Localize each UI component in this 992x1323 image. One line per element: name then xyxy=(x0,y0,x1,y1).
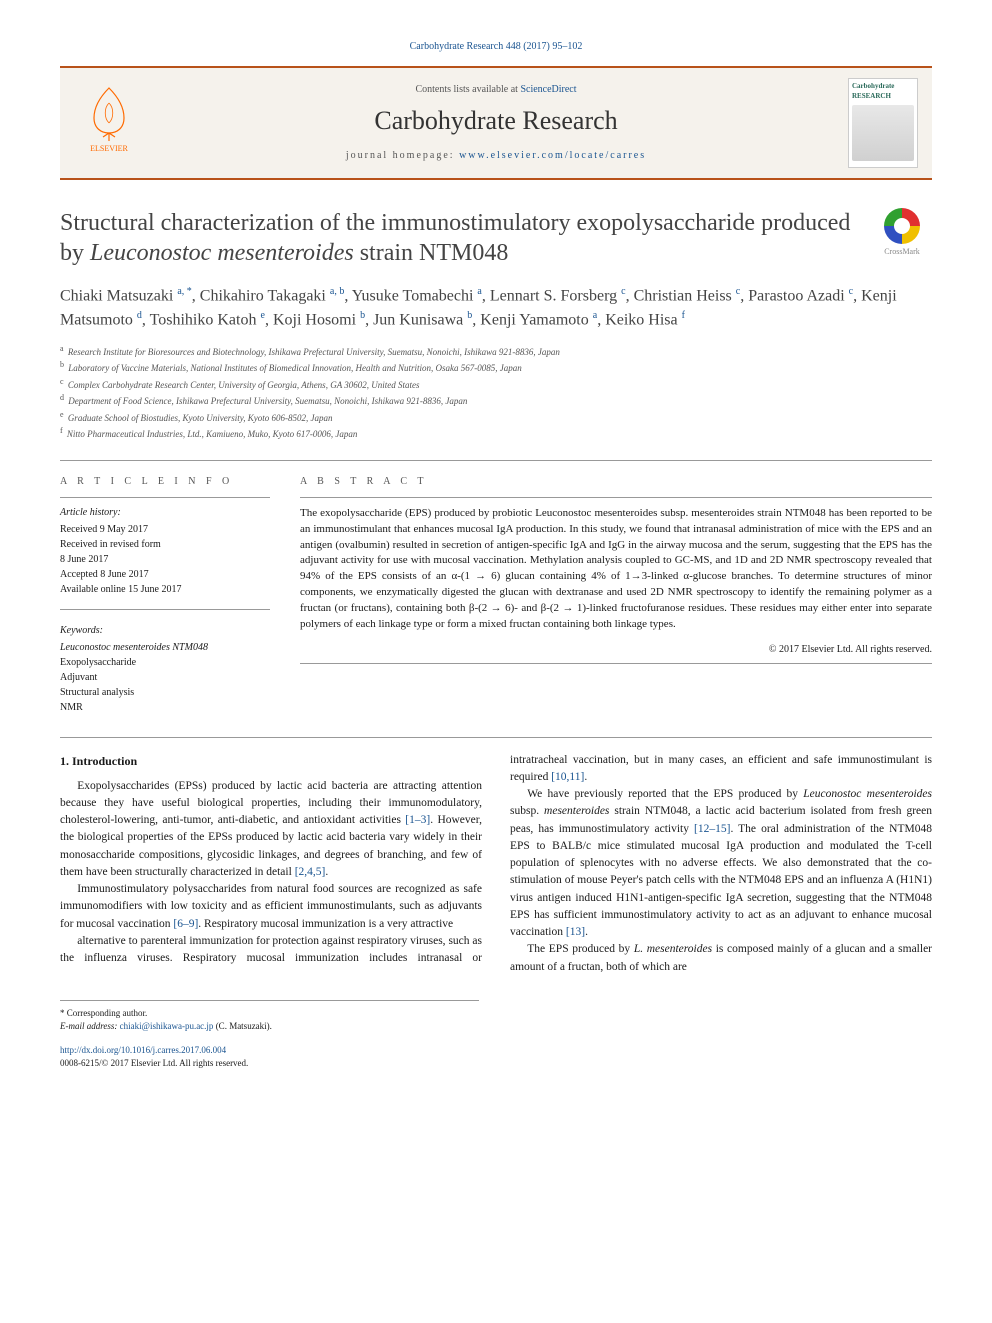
affiliation: f Nitto Pharmaceutical Industries, Ltd.,… xyxy=(60,425,932,442)
affiliation: c Complex Carbohydrate Research Center, … xyxy=(60,376,932,393)
email-label: E-mail address: xyxy=(60,1021,120,1031)
elsevier-tree-icon xyxy=(79,83,139,143)
abstract-column: A B S T R A C T The exopolysaccharide (E… xyxy=(300,475,932,715)
journal-homepage-link[interactable]: www.elsevier.com/locate/carres xyxy=(459,150,646,161)
affiliations-list: a Research Institute for Bioresources an… xyxy=(60,343,932,442)
corresponding-author-note: * Corresponding author. xyxy=(60,1007,479,1021)
abstract-text: The exopolysaccharide (EPS) produced by … xyxy=(300,506,932,634)
sciencedirect-link[interactable]: ScienceDirect xyxy=(520,84,576,95)
citation-line: Carbohydrate Research 448 (2017) 95–102 xyxy=(60,40,932,54)
elsevier-label: ELSEVIER xyxy=(90,143,128,154)
homepage-prefix: journal homepage: xyxy=(346,150,459,161)
history-lines: Received 9 May 2017 Received in revised … xyxy=(60,522,270,597)
cover-thumb-graphic xyxy=(852,105,914,161)
affiliation: d Department of Food Science, Ishikawa P… xyxy=(60,392,932,409)
keyword: Structural analysis xyxy=(60,685,270,700)
history-line: Received in revised form xyxy=(60,537,270,552)
crossmark-label: CrossMark xyxy=(884,246,920,257)
contents-lists-line: Contents lists available at ScienceDirec… xyxy=(158,83,834,97)
issn-copyright-line: 0008-6215/© 2017 Elsevier Ltd. All right… xyxy=(60,1057,932,1070)
doi-link[interactable]: http://dx.doi.org/10.1016/j.carres.2017.… xyxy=(60,1045,226,1055)
article-info-column: A R T I C L E I N F O Article history: R… xyxy=(60,475,270,715)
body-paragraph: Immunostimulatory polysaccharides from n… xyxy=(60,881,482,933)
keyword: Leuconostoc mesenteroides NTM048 xyxy=(60,640,270,655)
history-line: Available online 15 June 2017 xyxy=(60,582,270,597)
elsevier-logo: ELSEVIER xyxy=(74,83,144,163)
body-paragraph: The EPS produced by L. mesenteroides is … xyxy=(510,941,932,976)
cover-thumb-title: Carbohydrate RESEARCH xyxy=(852,82,914,102)
keyword: Adjuvant xyxy=(60,670,270,685)
body-paragraph: We have previously reported that the EPS… xyxy=(510,786,932,941)
abstract-copyright: © 2017 Elsevier Ltd. All rights reserved… xyxy=(300,643,932,657)
email-line: E-mail address: chiaki@ishikawa-pu.ac.jp… xyxy=(60,1020,479,1034)
keyword: Exopolysaccharide xyxy=(60,655,270,670)
keyword: NMR xyxy=(60,700,270,715)
journal-name: Carbohydrate Research xyxy=(158,103,834,139)
history-line: Received 9 May 2017 xyxy=(60,522,270,537)
body-two-column: 1. Introduction Exopolysaccharides (EPSs… xyxy=(60,752,932,976)
history-line: 8 June 2017 xyxy=(60,552,270,567)
body-paragraph: Exopolysaccharides (EPSs) produced by la… xyxy=(60,778,482,882)
page-footer: http://dx.doi.org/10.1016/j.carres.2017.… xyxy=(60,1044,932,1069)
corresponding-email-link[interactable]: chiaki@ishikawa-pu.ac.jp xyxy=(120,1021,214,1031)
affiliation: b Laboratory of Vaccine Materials, Natio… xyxy=(60,359,932,376)
crossmark-icon xyxy=(884,208,920,244)
keywords-label: Keywords: xyxy=(60,624,270,638)
affiliation: e Graduate School of Biostudies, Kyoto U… xyxy=(60,409,932,426)
banner-center: Contents lists available at ScienceDirec… xyxy=(158,83,834,163)
crossmark-badge[interactable]: CrossMark xyxy=(872,208,932,257)
section-divider xyxy=(60,460,932,461)
affiliation: a Research Institute for Bioresources an… xyxy=(60,343,932,360)
section-divider xyxy=(60,737,932,738)
footnotes: * Corresponding author. E-mail address: … xyxy=(60,1000,479,1034)
history-line: Accepted 8 June 2017 xyxy=(60,567,270,582)
email-suffix: (C. Matsuzaki). xyxy=(213,1021,272,1031)
journal-cover-thumbnail: Carbohydrate RESEARCH xyxy=(848,78,918,168)
journal-homepage-line: journal homepage: www.elsevier.com/locat… xyxy=(158,149,834,163)
contents-prefix: Contents lists available at xyxy=(415,84,520,95)
section-heading-introduction: 1. Introduction xyxy=(60,752,482,770)
journal-banner: ELSEVIER Contents lists available at Sci… xyxy=(60,66,932,180)
article-info-label: A R T I C L E I N F O xyxy=(60,475,270,489)
keywords-lines: Leuconostoc mesenteroides NTM048 Exopoly… xyxy=(60,640,270,715)
abstract-label: A B S T R A C T xyxy=(300,475,932,489)
author-list: Chiaki Matsuzaki a, *, Chikahiro Takagak… xyxy=(60,284,932,333)
article-title: Structural characterization of the immun… xyxy=(60,208,852,268)
history-label: Article history: xyxy=(60,506,270,520)
